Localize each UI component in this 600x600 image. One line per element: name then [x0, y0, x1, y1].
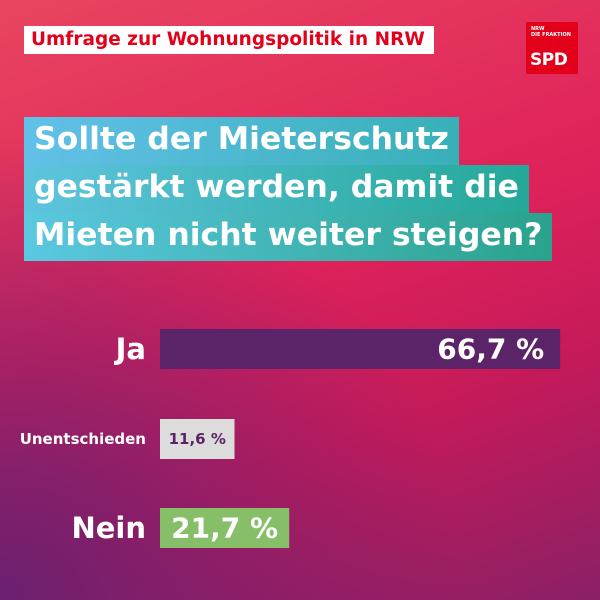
bar-1: [160, 419, 235, 459]
bar-0: [160, 329, 561, 369]
bar-2: [160, 508, 290, 548]
category-label-1: Unentschieden: [20, 430, 146, 448]
value-label-2: 21,7 %: [171, 512, 278, 545]
value-label-0: 66,7 %: [437, 333, 544, 366]
question-line-1: Sollte der Mieterschutz: [24, 117, 459, 165]
survey-question: Sollte der Mieterschutz gestärkt werden,…: [24, 117, 553, 261]
value-label-1: 11,6 %: [169, 430, 226, 448]
survey-title-tag: Umfrage zur Wohnungspolitik in NRW: [24, 26, 434, 55]
logo-subtitle: NRW DIE FRAKTION: [531, 26, 571, 38]
question-line-2: gestärkt werden, damit die: [24, 165, 529, 213]
spd-logo: NRW DIE FRAKTION SPD: [526, 22, 578, 74]
logo-wordmark: SPD: [530, 50, 568, 70]
category-label-2: Nein: [71, 511, 146, 545]
question-line-3: Mieten nicht weiter steigen?: [24, 213, 553, 261]
category-label-0: Ja: [114, 332, 146, 366]
